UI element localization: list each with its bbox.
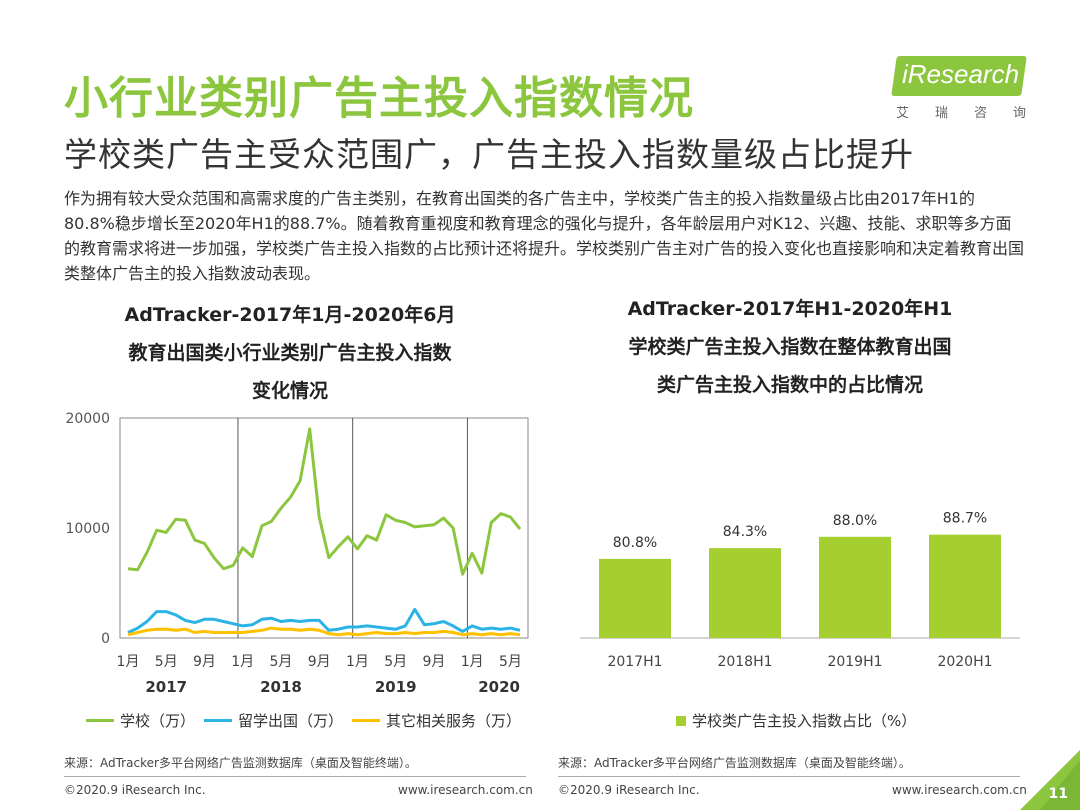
- bar-2018H1: [709, 548, 781, 638]
- bar-category-label: 2018H1: [717, 654, 772, 670]
- bar-category-label: 2020H1: [937, 654, 992, 670]
- legend-abroad-label: 留学出国（万）: [238, 712, 344, 730]
- source-right: 来源：AdTracker多平台网络广告监测数据库（桌面及智能终端）。: [558, 756, 911, 770]
- legend-bar-label: 学校类广告主投入指数占比（%）: [692, 712, 917, 730]
- legend-abroad: 留学出国（万）: [204, 710, 343, 731]
- x-tick-label: 9月: [308, 654, 331, 670]
- y-tick-label: 10000: [65, 521, 110, 537]
- logo-text: iResearch: [902, 59, 1020, 89]
- legend-school-label: 学校（万）: [120, 712, 196, 730]
- x-tick-label: 1月: [231, 654, 254, 670]
- year-label: 2017: [145, 678, 187, 696]
- footer-divider-right: [558, 776, 1020, 777]
- footer-divider-left: [64, 776, 526, 777]
- bar-value-label: 88.7%: [943, 511, 987, 527]
- x-tick-label: 1月: [117, 654, 140, 670]
- legend-bar: 学校类广告主投入指数占比（%）: [676, 710, 916, 731]
- bar-value-label: 84.3%: [723, 524, 767, 540]
- source-left: 来源：AdTracker多平台网络广告监测数据库（桌面及智能终端）。: [64, 756, 417, 770]
- bar-2020H1: [929, 534, 1001, 638]
- legend-other-label: 其它相关服务（万）: [386, 712, 522, 730]
- bar-category-label: 2019H1: [827, 654, 882, 670]
- line-chart: 0 10000 20000 1月 5月 9月 1月 5月 9月 1月 5月 9月 1月 5月 2017 201…: [65, 411, 529, 696]
- legend-other-swatch: [352, 719, 380, 722]
- footer-url-left[interactable]: www.iresearch.com.cn: [398, 783, 533, 797]
- bar-2019H1: [819, 536, 891, 638]
- legend-school: 学校（万）: [86, 710, 195, 731]
- iresearch-logo: iResearch 艾瑞咨询: [888, 56, 1028, 122]
- x-tick-label: 9月: [193, 654, 216, 670]
- series-line-1: [127, 607, 521, 634]
- legend-abroad-swatch: [204, 719, 232, 722]
- legend-bar-swatch: [676, 715, 686, 726]
- x-tick-label: 1月: [346, 654, 369, 670]
- bar-chart: 80.8% 2017H1 84.3% 2018H1 88.0% 2019H1 88.7% 20…: [580, 511, 1020, 670]
- page-subtitle: 学校类广告主受众范围广，广告主投入指数量级占比提升: [64, 135, 914, 174]
- year-label: 2018: [260, 678, 302, 696]
- x-tick-label: 5月: [155, 654, 178, 670]
- legend-school-swatch: [86, 719, 114, 722]
- series-line-2: [127, 626, 521, 637]
- footer-copyright-left: ©2020.9 iResearch Inc.: [64, 783, 206, 797]
- page-title: 小行业类别广告主投入指数情况: [64, 73, 694, 124]
- year-label: 2019: [375, 678, 417, 696]
- line-chart-title-line-2: 教育出国类小行业类别广告主投入指数: [128, 342, 452, 364]
- x-tick-label: 5月: [499, 654, 522, 670]
- corner-triangle-shade: [1040, 760, 1080, 810]
- bar-chart-title-line-3: 类广告主投入指数中的占比情况: [656, 374, 923, 396]
- footer-url-right[interactable]: www.iresearch.com.cn: [892, 783, 1027, 797]
- page-number: 11: [1048, 786, 1068, 802]
- line-chart-title: AdTracker-2017年1月-2020年6月 教育出国类小行业类别广告主投…: [80, 296, 500, 410]
- corner-decoration: [1020, 750, 1080, 810]
- line-chart-title-line-1: AdTracker-2017年1月-2020年6月: [124, 304, 456, 326]
- series-line-0: [127, 427, 522, 576]
- bar-value-label: 88.0%: [833, 513, 877, 529]
- bar-category-label: 2017H1: [607, 654, 662, 670]
- bar-value-label: 80.8%: [613, 535, 657, 551]
- legend-other: 其它相关服务（万）: [352, 710, 521, 731]
- bar-2017H1: [599, 558, 671, 638]
- bar-chart-title: AdTracker-2017年H1-2020年H1 学校类广告主投入指数在整体教…: [570, 290, 1010, 404]
- x-tick-label: 9月: [422, 654, 445, 670]
- line-chart-title-line-3: 变化情况: [251, 380, 328, 402]
- x-tick-label: 1月: [461, 654, 484, 670]
- year-label: 2020: [478, 678, 520, 696]
- x-tick-label: 5月: [384, 654, 407, 670]
- bar-chart-title-line-2: 学校类广告主投入指数在整体教育出国: [628, 336, 952, 358]
- plot-frame: [119, 417, 529, 639]
- footer-copyright-right: ©2020.9 iResearch Inc.: [558, 783, 700, 797]
- description-paragraph: 作为拥有较大受众范围和高需求度的广告主类别，在教育出国类的各广告主中，学校类广告…: [64, 189, 1025, 283]
- logo-subtext: 艾瑞咨询: [896, 106, 1053, 121]
- y-tick-label: 20000: [65, 411, 110, 427]
- x-tick-label: 5月: [270, 654, 293, 670]
- bar-chart-title-line-1: AdTracker-2017年H1-2020年H1: [627, 298, 953, 320]
- y-tick-label: 0: [101, 631, 110, 647]
